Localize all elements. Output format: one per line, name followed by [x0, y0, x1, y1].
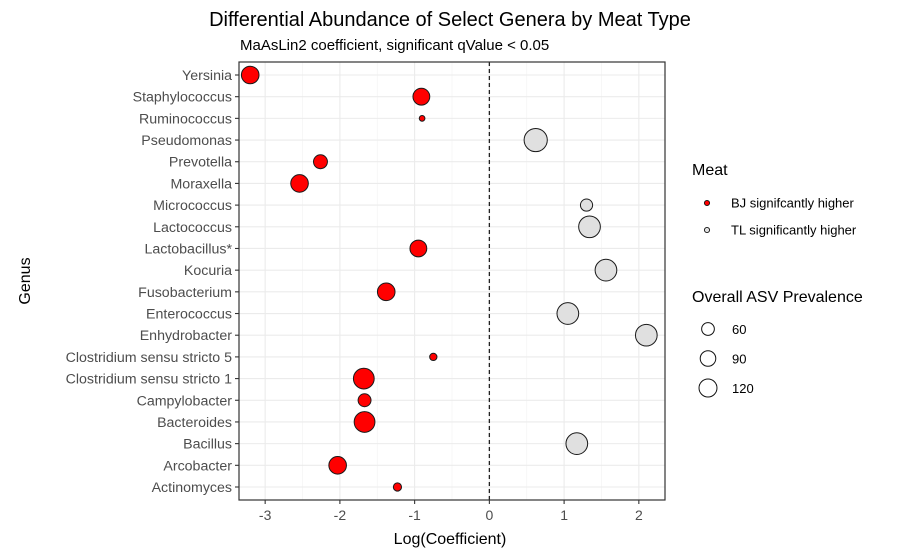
x-axis: -3 -2 -1 0 1 2: [259, 500, 643, 523]
x-tick-label: -1: [408, 507, 421, 523]
y-axis-title: Genus: [17, 257, 34, 304]
data-point: [565, 432, 589, 455]
data-point: [328, 456, 347, 475]
x-tick-label: 0: [485, 507, 493, 523]
legend-size-key: [699, 350, 717, 367]
legend-size-title: Overall ASV Prevalence: [692, 289, 863, 306]
x-tick-label: -3: [259, 507, 272, 523]
data-point: [409, 239, 428, 258]
y-axis: Yersinia Staphylococcus Ruminococcus Pseudo…: [66, 68, 239, 496]
y-tick-label: Lactococcus: [153, 220, 232, 236]
data-point: [352, 367, 375, 390]
data-point: [376, 282, 396, 302]
x-tick-label: 2: [635, 507, 643, 523]
data-point: [556, 302, 580, 325]
legend-meat-label: BJ signifcantly higher: [731, 196, 855, 211]
y-tick-label: Yersinia: [182, 68, 232, 84]
x-tick-label: -2: [334, 507, 347, 523]
chart-subtitle: MaAsLin2 coefficient, significant qValue…: [240, 37, 549, 54]
data-point: [357, 393, 372, 408]
y-tick-label: Moraxella: [170, 176, 232, 192]
y-tick-label: Enterococcus: [146, 307, 232, 323]
x-tick-label: 1: [560, 507, 568, 523]
legend-meat-key: [703, 226, 711, 234]
points: [240, 65, 658, 492]
y-tick-label: Fusobacterium: [138, 285, 232, 301]
legend-meat-title: Meat: [692, 162, 728, 179]
legend-size-key: [701, 322, 715, 336]
data-point: [578, 215, 601, 239]
y-tick-label: Campylobacter: [137, 393, 233, 409]
legend-size-key: [698, 378, 718, 398]
data-point: [523, 127, 548, 153]
data-point: [594, 258, 618, 282]
data-point: [240, 65, 260, 85]
y-tick-label: Clostridium sensu stricto 5: [66, 350, 232, 366]
x-axis-title: Log(Coefficient): [394, 531, 507, 548]
y-tick-label: Micrococcus: [153, 198, 232, 214]
data-point: [579, 198, 594, 212]
data-point: [634, 323, 658, 347]
data-point: [313, 154, 328, 170]
y-tick-label: Enhydrobacter: [140, 328, 233, 344]
legend: Meat BJ signifcantly higher TL significan…: [692, 162, 863, 398]
legend-meat-label: TL significantly higher: [731, 223, 857, 238]
y-tick-label: Bacillus: [183, 437, 232, 453]
y-tick-label: Arcobacter: [163, 458, 232, 474]
legend-size-entries: 60 90 120: [698, 322, 754, 398]
legend-size-label: 120: [732, 381, 754, 396]
legend-size-label: 60: [732, 322, 746, 337]
chart-title: Differential Abundance of Select Genera …: [209, 9, 691, 31]
legend-size-label: 90: [732, 352, 746, 367]
grid: [239, 62, 665, 500]
y-tick-label: Kocuria: [184, 263, 232, 279]
data-point: [412, 87, 431, 106]
y-tick-label: Clostridium sensu stricto 1: [66, 372, 232, 388]
y-tick-label: Prevotella: [169, 155, 232, 171]
y-tick-label: Bacteroides: [157, 415, 232, 431]
data-point: [429, 352, 438, 362]
data-point: [392, 482, 403, 492]
data-point: [353, 411, 376, 433]
y-tick-label: Ruminococcus: [139, 111, 232, 127]
legend-meat-key: [703, 199, 711, 207]
legend-meat-entries: BJ signifcantly higher TL significantly h…: [703, 196, 857, 238]
data-point: [290, 174, 309, 193]
y-tick-label: Pseudomonas: [141, 133, 232, 149]
y-tick-label: Actinomyces: [152, 480, 232, 496]
data-point: [418, 115, 426, 122]
panel-border: [238, 61, 666, 501]
y-tick-label: Staphylococcus: [133, 90, 232, 106]
y-tick-label: Lactobacillus*: [144, 241, 232, 257]
